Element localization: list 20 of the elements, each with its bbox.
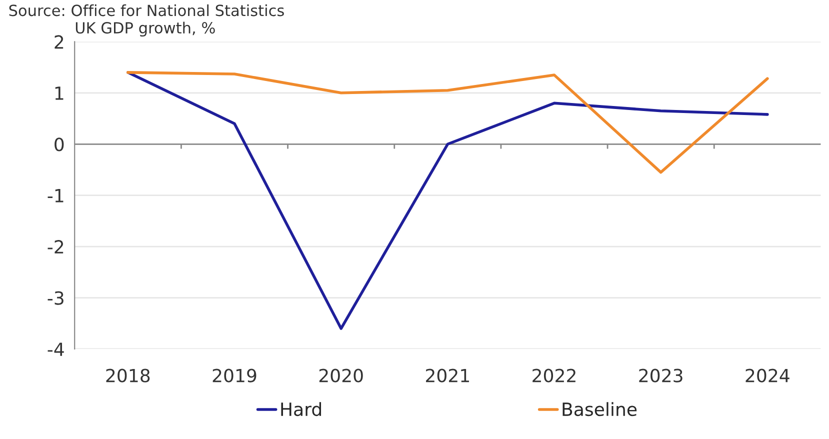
y-tick-label: -3 <box>48 291 64 305</box>
x-tick-label: 2023 <box>639 368 682 382</box>
chart-title: UK GDP growth, % <box>76 22 215 37</box>
y-tick-label: 1 <box>55 86 64 100</box>
line-series <box>126 71 769 330</box>
y-tick-label: -1 <box>48 189 64 202</box>
source-note: Source: Office for National Statistics <box>9 4 284 16</box>
y-tick-label: -2 <box>48 240 64 254</box>
x-tick-label: 2019 <box>212 368 256 382</box>
x-tick-label: 2021 <box>426 368 469 382</box>
x-tick-label: 2024 <box>746 368 790 382</box>
legend-label: Baseline <box>562 402 637 416</box>
legend-label: Hard <box>281 402 322 416</box>
y-tick-label: 0 <box>54 138 64 152</box>
y-tick-label: -4 <box>48 342 64 356</box>
x-tick-label: 2022 <box>532 368 576 382</box>
x-tick-label: 2018 <box>106 368 150 382</box>
y-tick-label: 2 <box>54 35 64 49</box>
line-series <box>126 71 769 174</box>
x-tick-label: 2020 <box>319 368 363 382</box>
